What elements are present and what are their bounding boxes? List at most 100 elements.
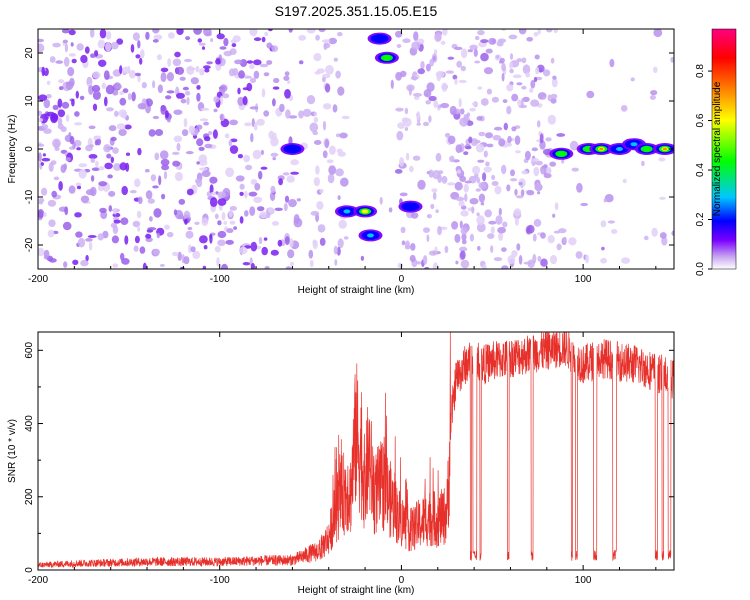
heatmap-cell <box>48 219 56 227</box>
heatmap-cell <box>461 233 467 241</box>
heatmap-cell <box>620 105 628 112</box>
heatmap-cell <box>506 84 514 92</box>
heatmap-cell <box>533 76 538 83</box>
heatmap-cell <box>216 33 225 40</box>
heatmap-cell <box>459 246 468 252</box>
heatmap-cell <box>461 239 467 245</box>
heatmap-cell <box>128 69 136 79</box>
heatmap-cell <box>395 30 403 38</box>
snr-y-label: SNR (10 * v/v) <box>7 419 18 483</box>
heatmap-cell <box>425 100 432 105</box>
heatmap-cell <box>160 158 170 166</box>
heatmap-cell <box>261 88 266 98</box>
heatmap-cell <box>580 202 589 207</box>
heatmap-cell <box>41 187 48 196</box>
heatmap-cell <box>490 226 495 234</box>
heatmap-cell <box>312 130 319 136</box>
heatmap-cell <box>485 161 490 167</box>
heatmap-cell <box>118 128 127 136</box>
heatmap-cell <box>173 109 183 115</box>
heatmap-cell <box>480 98 489 106</box>
heatmap-cell <box>137 147 142 156</box>
heatmap-cell <box>659 232 667 239</box>
heatmap-cell <box>510 137 515 142</box>
heatmap-cell <box>501 164 507 175</box>
heatmap-cell <box>224 133 230 139</box>
heatmap-cell <box>507 255 516 265</box>
heatmap-cell <box>166 231 174 238</box>
heatmap-cell <box>272 132 277 141</box>
snr-x-tick-label: 0 <box>399 575 405 586</box>
heatmap-cell <box>490 245 494 253</box>
heatmap-cell <box>152 80 156 89</box>
heatmap-cell <box>395 107 404 112</box>
heatmap-cell <box>199 68 205 76</box>
heatmap-cell <box>98 59 107 67</box>
heatmap-cell <box>97 233 104 241</box>
heatmap-cell <box>219 84 228 92</box>
heatmap-cell <box>390 79 394 90</box>
heatmap-cell <box>76 185 82 190</box>
heatmap-cell <box>228 139 233 147</box>
heatmap-cell <box>110 42 119 50</box>
heatmap-cell <box>336 148 343 154</box>
heatmap-cell <box>166 72 174 82</box>
heatmap-cell <box>339 132 348 139</box>
heatmap-cell <box>316 201 324 210</box>
heatmap-cell <box>57 123 64 130</box>
heatmap-cell <box>424 266 430 269</box>
heatmap-cell <box>206 61 213 65</box>
snr-axes: -200 -100 0 100 0 200 400 600 <box>24 332 674 586</box>
heatmap-cell <box>488 37 497 45</box>
heatmap-cell <box>43 212 47 217</box>
heatmap-cell <box>323 42 328 51</box>
heatmap-cell <box>185 36 191 41</box>
heatmap-cell <box>171 251 179 257</box>
heatmap-cell <box>290 261 294 266</box>
heatmap-cell <box>42 153 47 157</box>
heatmap-cell <box>298 110 304 119</box>
heatmap-cell <box>326 159 334 164</box>
heatmap-cell <box>476 177 480 184</box>
heatmap-cell <box>553 230 561 234</box>
heatmap-cell <box>145 169 150 173</box>
heatmap-cell <box>476 116 483 121</box>
heatmap-cell <box>495 215 503 225</box>
heatmap-cell <box>185 151 194 155</box>
heatmap-cell <box>514 217 519 226</box>
heatmap-cell <box>145 31 150 40</box>
heatmap-cell <box>554 202 559 211</box>
heatmap-cell <box>551 77 558 88</box>
heatmap-cell <box>272 98 276 107</box>
heatmap-cell <box>397 262 404 269</box>
heatmap-cell <box>112 147 119 154</box>
heatmap-cell <box>131 91 136 102</box>
heatmap-cell <box>201 217 209 226</box>
heatmap-cell <box>653 29 663 38</box>
heatmap-cell <box>54 140 60 149</box>
heatmap-cell <box>120 252 125 261</box>
heatmap-cell <box>410 76 418 81</box>
heatmap-cell <box>284 195 290 203</box>
heatmap-cell <box>256 118 265 126</box>
heatmap-cell <box>397 122 405 129</box>
heatmap-cell <box>273 77 280 84</box>
heatmap-x-tick-label: -200 <box>28 274 48 285</box>
heatmap-cell <box>243 154 251 163</box>
heatmap-feature <box>652 143 674 155</box>
heatmap-feature <box>358 229 383 242</box>
heatmap-cell <box>524 150 531 161</box>
heatmap-cell <box>286 175 295 183</box>
heatmap-cell <box>417 68 426 75</box>
heatmap-cell <box>290 171 299 175</box>
heatmap-cell <box>483 150 488 158</box>
heatmap-cell <box>641 160 645 167</box>
heatmap-cell <box>431 188 438 193</box>
heatmap-cell <box>219 114 224 121</box>
heatmap-cell <box>41 157 51 162</box>
heatmap-cell <box>222 93 230 99</box>
heatmap-cell <box>482 172 487 182</box>
heatmap-cell <box>535 66 540 75</box>
heatmap-cell <box>157 84 163 93</box>
heatmap-cell <box>242 262 251 266</box>
